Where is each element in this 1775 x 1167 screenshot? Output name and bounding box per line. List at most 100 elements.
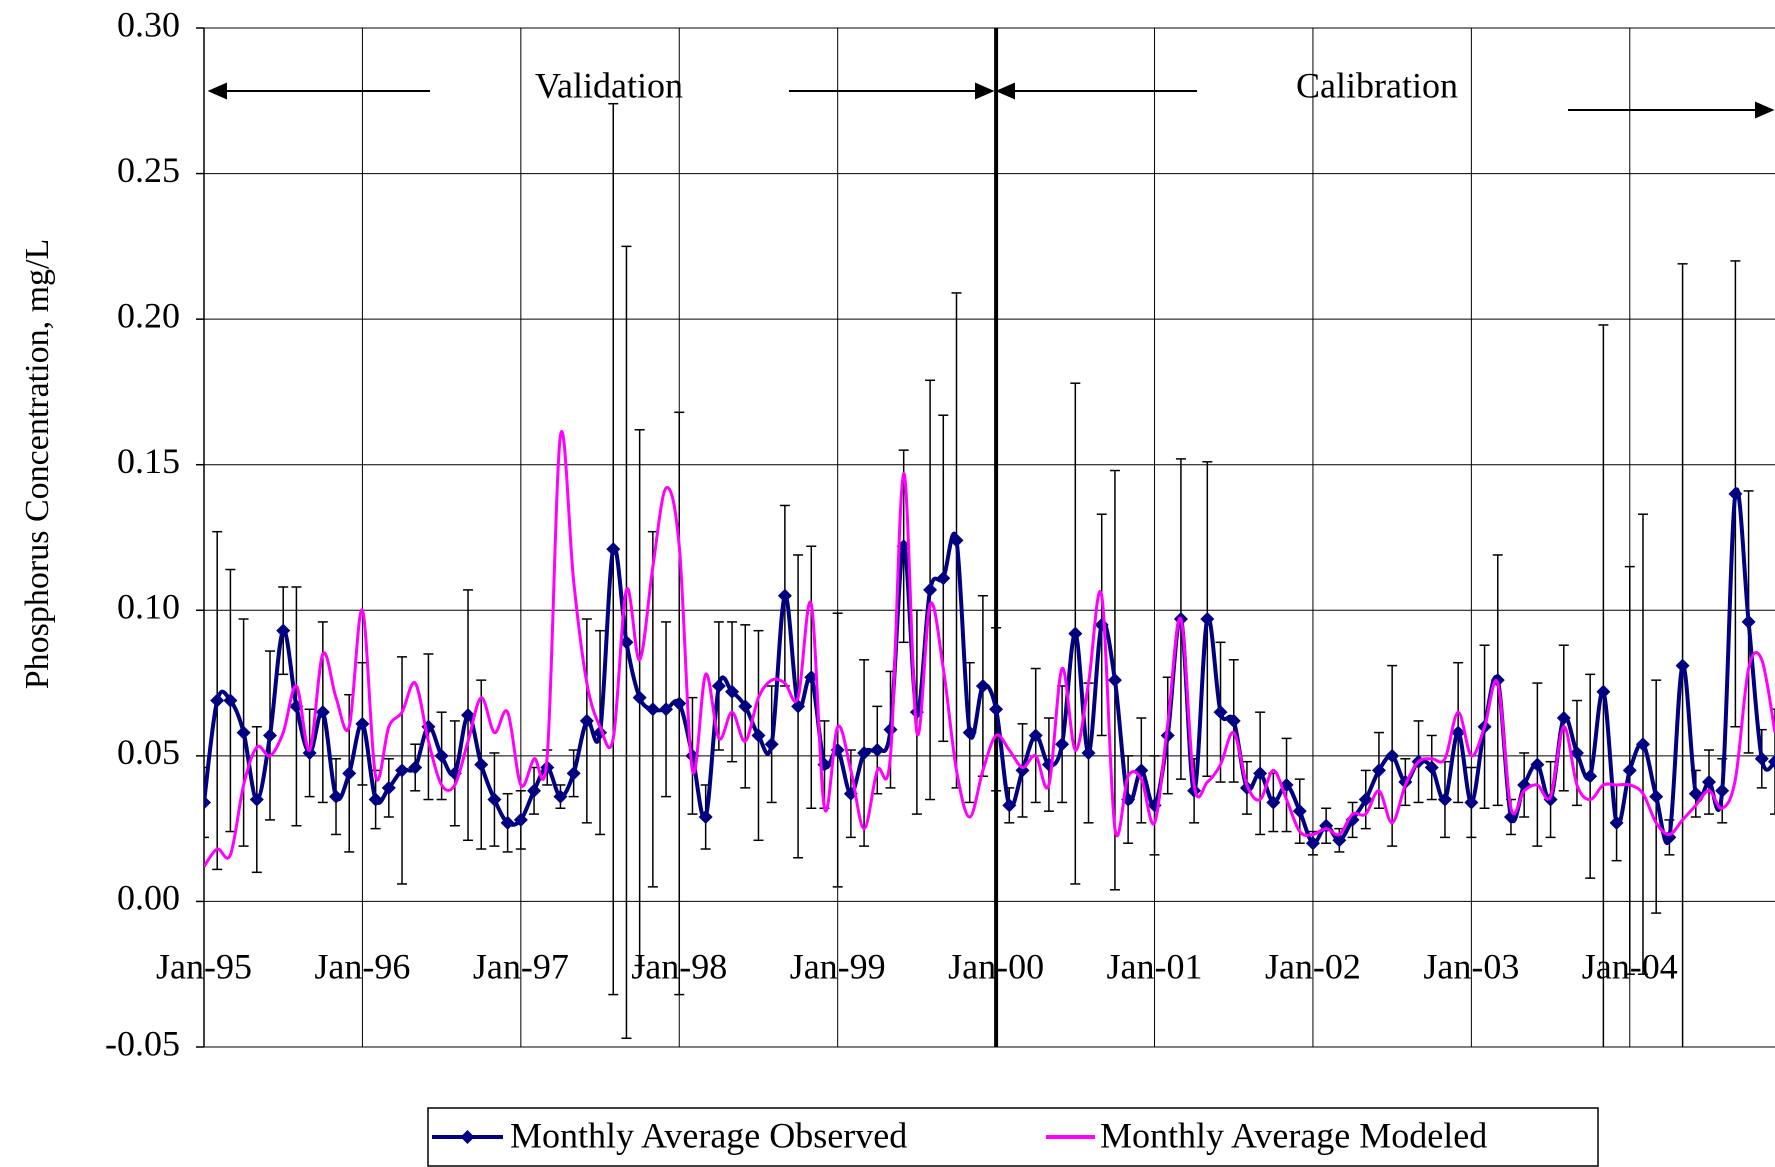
arrowhead	[1755, 101, 1775, 119]
data-point	[883, 722, 898, 737]
x-tick-label: Jan-04	[1582, 946, 1678, 986]
data-point	[1266, 795, 1281, 810]
data-point	[606, 542, 621, 557]
data-point	[1543, 792, 1558, 807]
data-point	[1649, 789, 1664, 804]
y-axis-label: Phosphorus Concentration, mg/L	[19, 239, 56, 689]
data-point	[553, 789, 568, 804]
legend: Monthly Average Observed Monthly Average …	[432, 1115, 1487, 1155]
data-point	[1635, 737, 1650, 752]
data-point	[434, 748, 449, 763]
x-tick-label: Jan-99	[790, 946, 886, 986]
data-point	[263, 728, 278, 743]
arrowhead	[207, 82, 227, 100]
data-point	[395, 763, 410, 778]
data-point	[1385, 748, 1400, 763]
data-point	[672, 696, 687, 711]
data-point	[527, 783, 542, 798]
data-point	[315, 705, 330, 720]
data-point	[1002, 798, 1017, 813]
data-point	[857, 745, 872, 760]
data-point	[579, 713, 594, 728]
data-point	[1292, 804, 1307, 819]
y-tick-label: 0.05	[117, 732, 180, 772]
data-point	[751, 728, 766, 743]
data-point	[474, 757, 489, 772]
data-point	[1028, 728, 1043, 743]
data-point	[342, 766, 357, 781]
grid	[196, 27, 1775, 1048]
data-point	[738, 699, 753, 714]
x-tick-label: Jan-03	[1423, 946, 1519, 986]
y-tick-label: 0.30	[117, 4, 180, 44]
annotation: Validation	[535, 65, 683, 105]
data-point	[1451, 725, 1466, 740]
data-point	[1583, 769, 1598, 784]
y-tick-label: -0.05	[105, 1023, 180, 1063]
arrows	[207, 82, 1775, 119]
x-tick-label: Jan-95	[156, 946, 252, 986]
data-point	[698, 809, 713, 824]
y-tick-label: 0.10	[117, 587, 180, 627]
data-point	[329, 789, 344, 804]
data-point	[276, 623, 291, 638]
data-point	[870, 743, 885, 758]
data-point	[1371, 763, 1386, 778]
data-point	[513, 812, 528, 827]
data-point	[1305, 836, 1320, 851]
legend-label: Monthly Average Observed	[510, 1115, 907, 1155]
x-tick-label: Jan-02	[1265, 946, 1361, 986]
data-point	[1596, 684, 1611, 699]
annotations: Validation Calibration	[207, 65, 1775, 119]
data-point	[1728, 486, 1743, 501]
data-point	[210, 693, 225, 708]
data-point	[1464, 795, 1479, 810]
data-point	[923, 582, 938, 597]
data-point	[791, 699, 806, 714]
data-point	[1688, 786, 1703, 801]
data-point	[355, 716, 370, 731]
data-point	[302, 745, 317, 760]
x-tick-label: Jan-01	[1107, 946, 1203, 986]
data-point	[777, 588, 792, 603]
data-point	[368, 792, 383, 807]
data-point	[1424, 760, 1439, 775]
y-tick-label: 0.00	[117, 878, 180, 918]
data-point	[1569, 745, 1584, 760]
data-point	[1358, 792, 1373, 807]
data-point	[500, 815, 515, 830]
plot-area	[204, 102, 1775, 1047]
series-line	[204, 487, 1775, 846]
data-point	[1715, 783, 1730, 798]
arrowhead	[995, 82, 1015, 100]
data-point	[1107, 673, 1122, 688]
annotation: Calibration	[1296, 65, 1458, 105]
data-point	[1622, 763, 1637, 778]
data-point	[1068, 626, 1083, 641]
data-point	[962, 725, 977, 740]
data-point	[1530, 757, 1545, 772]
x-tick-label: Jan-96	[314, 946, 410, 986]
data-point	[1081, 745, 1096, 760]
data-point	[236, 725, 251, 740]
data-point	[1675, 658, 1690, 673]
data-point	[1768, 754, 1775, 769]
data-point	[711, 678, 726, 693]
series-line	[204, 430, 1775, 868]
data-point	[659, 702, 674, 717]
data-point	[461, 708, 476, 723]
data-point	[1253, 766, 1268, 781]
data-point	[632, 690, 647, 705]
data-point	[1226, 713, 1241, 728]
data-point	[1437, 792, 1452, 807]
data-point	[1200, 612, 1215, 627]
data-point	[408, 760, 423, 775]
data-point	[566, 766, 581, 781]
data-point	[1332, 833, 1347, 848]
data-point	[1609, 815, 1624, 830]
data-point	[1055, 737, 1070, 752]
data-point	[645, 702, 660, 717]
data-point	[1701, 775, 1716, 790]
data-point	[949, 533, 964, 548]
